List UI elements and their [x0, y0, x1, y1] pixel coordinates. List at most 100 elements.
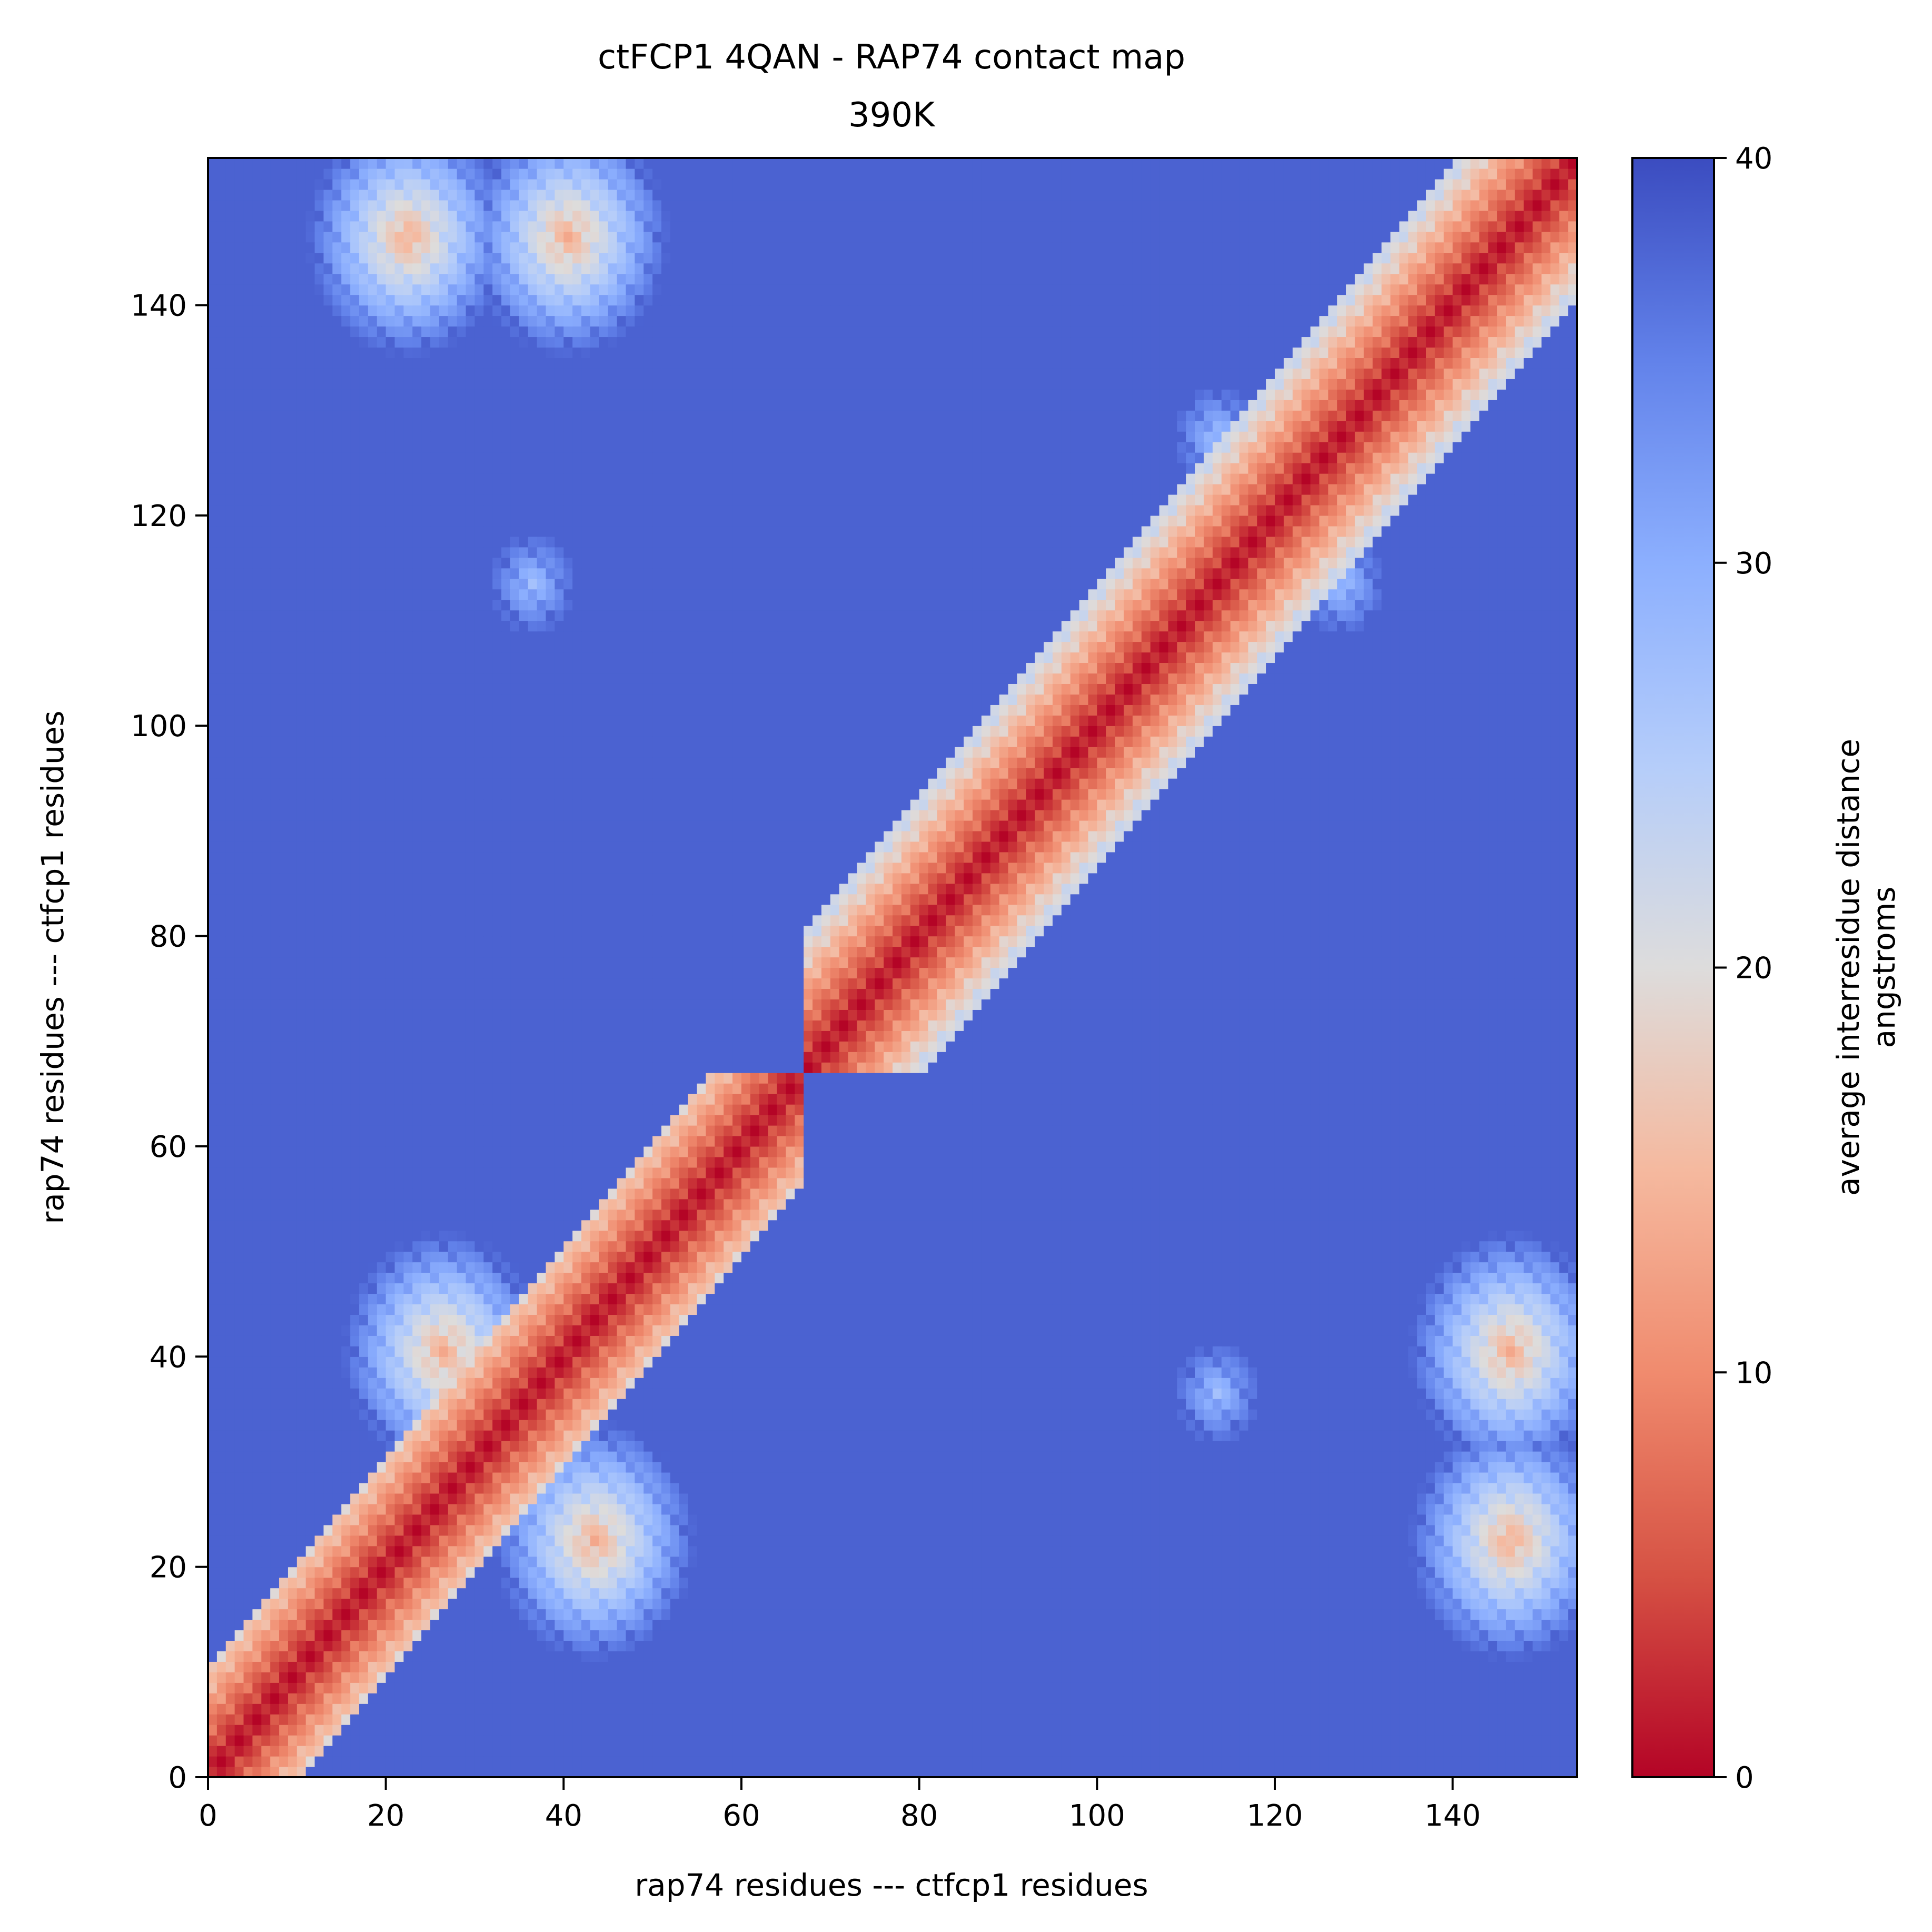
heatmap-cell: [394, 1693, 404, 1704]
heatmap-cell: [955, 1472, 964, 1483]
heatmap-cell: [279, 1714, 289, 1725]
heatmap-cell: [225, 1682, 235, 1693]
heatmap-cell: [617, 1630, 627, 1641]
heatmap-cell: [412, 1430, 422, 1441]
heatmap-cell: [252, 1472, 262, 1483]
heatmap-cell: [1301, 1441, 1311, 1452]
heatmap-cell: [1434, 1630, 1444, 1641]
heatmap-cell: [261, 1545, 271, 1557]
heatmap-cell: [1070, 1661, 1080, 1672]
heatmap-cell: [884, 1651, 893, 1662]
heatmap-cell: [323, 1577, 333, 1589]
heatmap-cell: [1177, 1482, 1186, 1494]
heatmap-cell: [563, 1672, 573, 1683]
heatmap-cell: [528, 1493, 538, 1504]
heatmap-cell: [225, 1651, 235, 1662]
heatmap-cell: [875, 1693, 884, 1704]
heatmap-cell: [377, 1482, 387, 1494]
heatmap-cell: [839, 1577, 849, 1589]
heatmap-cell: [1283, 1524, 1293, 1536]
heatmap-cell: [1328, 1577, 1337, 1589]
heatmap-cell: [1425, 1493, 1435, 1504]
heatmap-cell: [288, 1598, 298, 1610]
heatmap-cell: [999, 1735, 1009, 1746]
heatmap-cell: [1159, 1482, 1168, 1494]
heatmap-cell: [821, 1514, 831, 1525]
heatmap-cell: [635, 1430, 644, 1441]
heatmap-cell: [1195, 1735, 1204, 1746]
heatmap-cell: [804, 1756, 813, 1767]
heatmap-cell: [643, 1767, 653, 1778]
heatmap-cell: [1088, 1588, 1097, 1599]
heatmap-cell: [1115, 1651, 1124, 1662]
heatmap-cell: [519, 1493, 529, 1504]
heatmap-cell: [972, 1503, 982, 1515]
heatmap-cell: [421, 1735, 431, 1746]
heatmap-cell: [981, 1577, 991, 1589]
heatmap-cell: [626, 1756, 635, 1767]
heatmap-cell: [910, 1630, 920, 1641]
heatmap-cell: [234, 1524, 244, 1536]
heatmap-cell: [839, 1461, 849, 1473]
heatmap-cell: [296, 1514, 306, 1525]
heatmap-cell: [1097, 1746, 1106, 1757]
heatmap-cell: [1310, 1756, 1320, 1767]
heatmap-cell: [1044, 1461, 1053, 1473]
heatmap-cell: [243, 1746, 253, 1757]
heatmap-cell: [697, 1503, 707, 1515]
heatmap-cell: [1052, 1535, 1062, 1547]
heatmap-cell: [1505, 1545, 1515, 1557]
heatmap-cell: [1568, 1451, 1578, 1462]
heatmap-cell: [1470, 1609, 1480, 1620]
heatmap-cell: [234, 1640, 244, 1651]
heatmap-cell: [750, 1545, 760, 1557]
heatmap-cell: [1550, 1746, 1560, 1757]
heatmap-cell: [1070, 1598, 1080, 1610]
heatmap-cell: [937, 1703, 946, 1715]
heatmap-cell: [1363, 1567, 1373, 1578]
heatmap-cell: [1035, 1514, 1044, 1525]
heatmap-cell: [1559, 1767, 1569, 1778]
heatmap-cell: [1497, 1545, 1507, 1557]
heatmap-cell: [457, 1451, 467, 1462]
heatmap-cell: [501, 1524, 511, 1536]
heatmap-cell: [839, 1441, 849, 1452]
heatmap-cell: [252, 1556, 262, 1568]
heatmap-cell: [901, 1609, 911, 1620]
heatmap-cell: [661, 1714, 671, 1725]
heatmap-cell: [1559, 1451, 1569, 1462]
heatmap-cell: [1505, 1503, 1515, 1515]
heatmap-cell: [1328, 1714, 1337, 1725]
heatmap-cell: [1212, 1535, 1222, 1547]
heatmap-cell: [1266, 1651, 1275, 1662]
heatmap-cell: [1186, 1735, 1195, 1746]
heatmap-cell: [1017, 1661, 1026, 1672]
heatmap-cell: [706, 1535, 715, 1547]
heatmap-cell: [1541, 1577, 1551, 1589]
heatmap-cell: [1452, 1693, 1462, 1704]
heatmap-cell: [1186, 1672, 1195, 1683]
heatmap-cell: [563, 1746, 573, 1757]
heatmap-cell: [972, 1441, 982, 1452]
heatmap-cell: [1346, 1441, 1355, 1452]
heatmap-cell: [1168, 1640, 1177, 1651]
heatmap-cell: [777, 1451, 786, 1462]
heatmap-cell: [697, 1651, 707, 1662]
heatmap-cell: [1328, 1619, 1337, 1631]
heatmap-cell: [964, 1651, 973, 1662]
heatmap-cell: [1177, 1441, 1186, 1452]
heatmap-cell: [617, 1482, 627, 1494]
heatmap-cell: [715, 1461, 724, 1473]
heatmap-cell: [465, 1640, 475, 1651]
heatmap-cell: [910, 1503, 920, 1515]
heatmap-cell: [1230, 1567, 1240, 1578]
heatmap-cell: [1008, 1461, 1017, 1473]
heatmap-cell: [252, 1461, 262, 1473]
heatmap-cell: [901, 1619, 911, 1631]
heatmap-cell: [314, 1535, 324, 1547]
heatmap-cell: [216, 1545, 226, 1557]
heatmap-cell: [216, 1524, 226, 1536]
heatmap-cell: [519, 1703, 529, 1715]
heatmap-cell: [1488, 1767, 1498, 1778]
heatmap-cell: [546, 1493, 556, 1504]
